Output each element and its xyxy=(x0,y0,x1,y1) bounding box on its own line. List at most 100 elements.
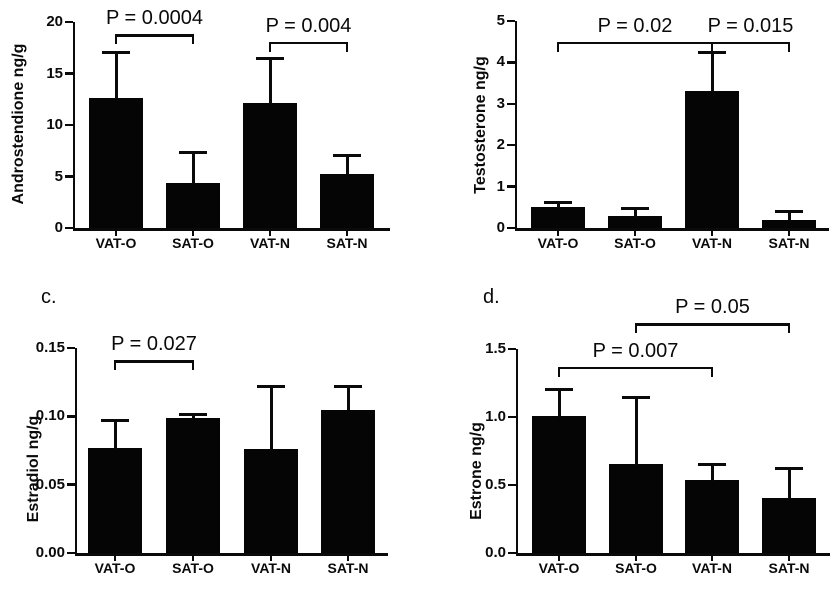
bracket-end-tick xyxy=(634,323,638,334)
p-value-label: P = 0.0004 xyxy=(106,7,203,30)
y-tick xyxy=(67,551,75,555)
p-value-label: P = 0.02 xyxy=(597,14,673,37)
error-bar-stem xyxy=(710,464,714,481)
significance-bracket xyxy=(710,41,791,45)
category-label: VAT-O xyxy=(537,235,579,251)
y-tick xyxy=(507,19,515,23)
error-bar-cap xyxy=(621,206,649,210)
error-bar-stem xyxy=(556,202,560,208)
x-tick xyxy=(710,231,714,236)
error-bar-cap xyxy=(698,50,726,54)
category-label: VAT-N xyxy=(692,560,732,576)
bar xyxy=(762,497,816,553)
error-bar-stem xyxy=(787,211,791,221)
y-tick-label: 0.0 xyxy=(485,544,506,561)
bar xyxy=(609,463,663,553)
error-bar-stem xyxy=(113,420,117,449)
y-tick-label: 0.05 xyxy=(35,475,65,493)
category-label: VAT-N xyxy=(251,560,291,576)
error-bar-cap xyxy=(698,463,726,467)
y-tick xyxy=(507,61,515,64)
bar xyxy=(88,447,142,553)
y-tick-label: 5 xyxy=(496,12,505,29)
error-bar-stem xyxy=(710,52,714,93)
y-tick xyxy=(65,175,73,178)
x-tick xyxy=(710,556,714,561)
x-tick xyxy=(633,231,637,236)
category-label: SAT-O xyxy=(614,235,656,251)
category-label: SAT-N xyxy=(327,560,369,576)
error-bar-stem xyxy=(346,386,350,411)
x-axis-line xyxy=(515,553,830,556)
error-bar-cap xyxy=(102,51,130,55)
y-tick xyxy=(507,143,515,147)
y-tick-label: 0.5 xyxy=(485,476,506,493)
x-axis-line xyxy=(514,228,829,231)
bar xyxy=(532,415,586,553)
x-tick xyxy=(787,231,791,236)
y-tick-label: 0.00 xyxy=(35,544,65,561)
bar xyxy=(320,174,374,228)
y-tick-label: 0.15 xyxy=(35,339,65,356)
error-bar-cap xyxy=(544,200,572,204)
x-tick xyxy=(191,556,195,561)
p-value-label: P = 0.004 xyxy=(265,14,352,37)
bracket-end-tick xyxy=(345,41,349,52)
error-bar-cap xyxy=(775,209,803,213)
y-tick xyxy=(507,102,515,106)
x-tick xyxy=(634,556,638,561)
bracket-end-tick xyxy=(114,34,118,45)
category-label: SAT-O xyxy=(172,235,214,251)
bracket-end-tick xyxy=(191,360,195,371)
y-axis-line xyxy=(72,22,75,231)
y-tick-label: 0.10 xyxy=(35,407,65,425)
y-tick-label: 1.5 xyxy=(485,340,506,357)
category-label: VAT-O xyxy=(94,560,136,576)
y-tick xyxy=(65,226,73,230)
panel-letter: c. xyxy=(41,286,57,308)
y-tick-label: 5 xyxy=(54,167,63,185)
significance-bracket xyxy=(114,34,195,37)
x-tick xyxy=(113,556,117,561)
bar xyxy=(762,219,816,228)
y-tick xyxy=(507,185,515,188)
y-tick-label: 0 xyxy=(496,219,505,236)
error-bar-stem xyxy=(633,208,637,217)
bracket-end-tick xyxy=(787,323,791,334)
x-tick xyxy=(557,556,561,561)
y-tick xyxy=(507,226,515,230)
error-bar-cap xyxy=(545,388,573,392)
category-label: SAT-O xyxy=(172,560,214,576)
y-tick-label: 4 xyxy=(496,53,505,71)
y-tick-label: 10 xyxy=(46,116,63,133)
y-tick xyxy=(65,123,73,127)
y-tick-label: 2 xyxy=(496,136,505,154)
significance-bracket xyxy=(557,366,714,370)
bracket-end-tick xyxy=(557,366,561,377)
bracket-end-tick xyxy=(710,366,714,377)
y-tick-label: 1.0 xyxy=(485,408,506,425)
y-axis-line xyxy=(515,349,518,556)
bar xyxy=(608,215,662,228)
panel-letter: d. xyxy=(483,286,500,308)
x-tick xyxy=(787,556,791,561)
error-bar-stem xyxy=(269,386,273,451)
error-bar-cap xyxy=(775,467,803,471)
y-axis-title: Estrone ng/g xyxy=(468,422,485,520)
error-bar-stem xyxy=(268,58,272,105)
y-tick xyxy=(67,415,75,418)
x-tick xyxy=(346,556,350,561)
y-tick xyxy=(65,72,73,75)
y-tick xyxy=(508,415,516,419)
bracket-end-tick xyxy=(113,360,117,371)
x-tick xyxy=(556,231,560,236)
bar xyxy=(89,98,143,228)
y-tick xyxy=(65,20,73,24)
y-tick-label: 15 xyxy=(46,64,63,82)
y-tick-label: 3 xyxy=(496,94,505,112)
